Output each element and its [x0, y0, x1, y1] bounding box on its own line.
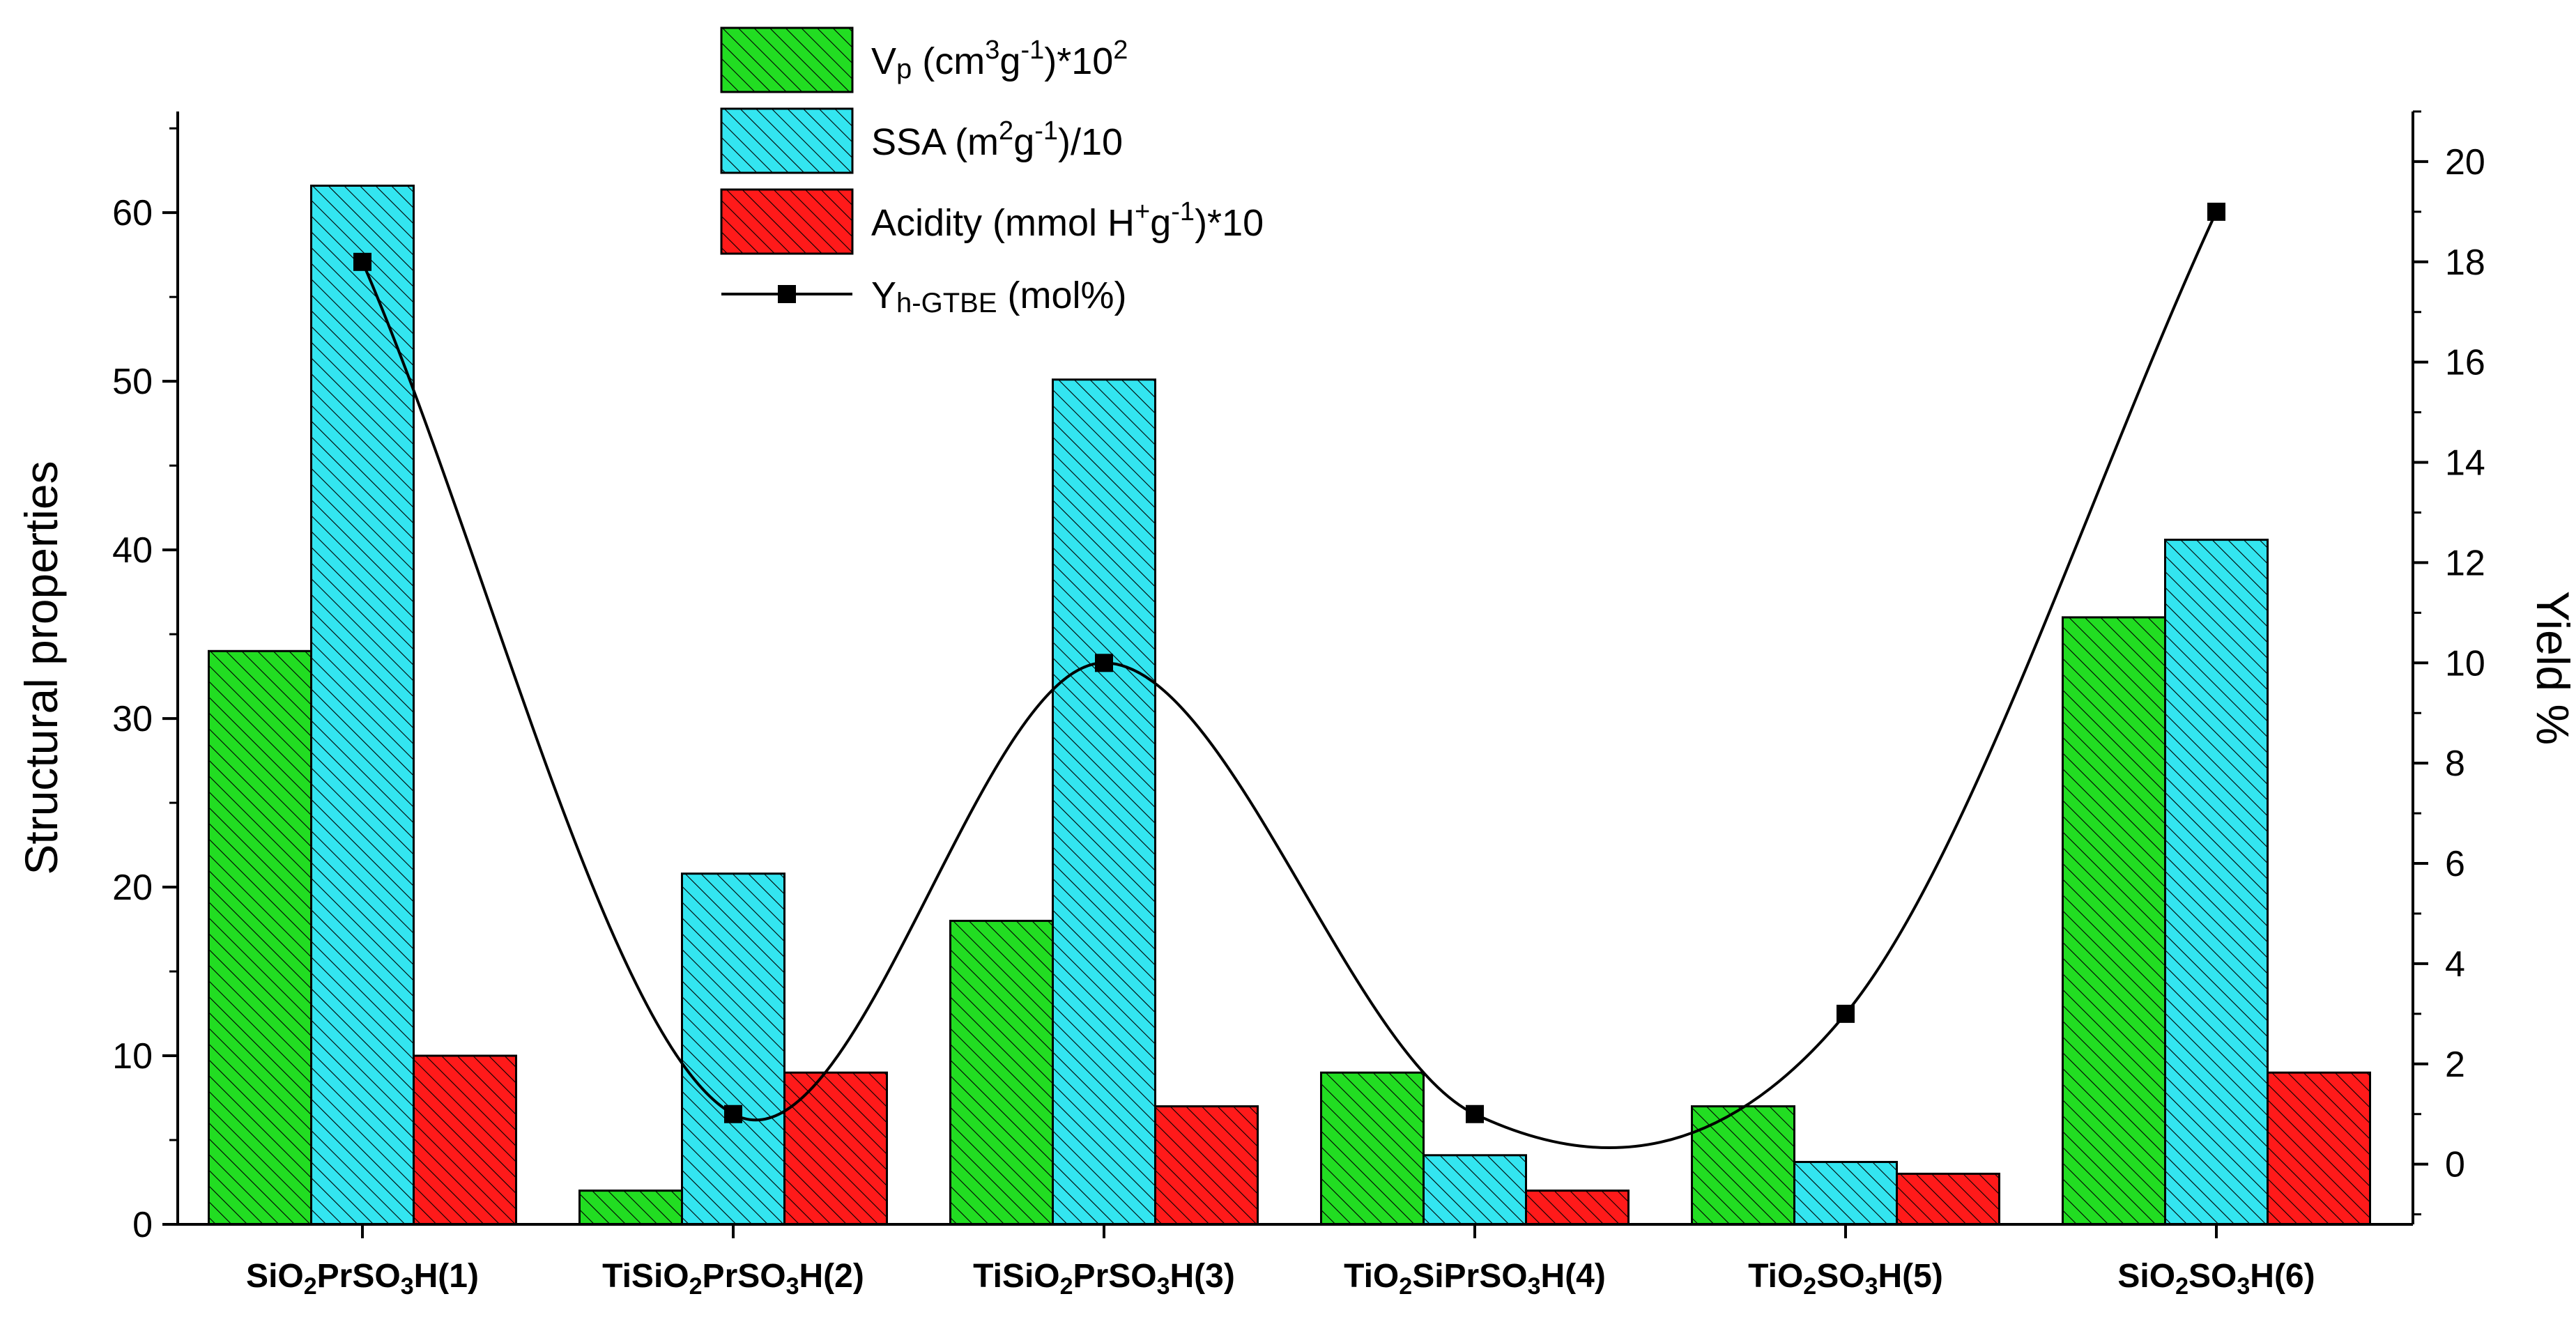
y-axis-title: Structural properties	[15, 461, 67, 875]
bar-ssa-1	[310, 184, 415, 1226]
left-tick-label: 40	[112, 530, 153, 571]
bar-acidity-3	[1154, 1105, 1259, 1226]
yield-point-4	[1466, 1104, 1484, 1123]
legend-entry-yield: Yh-GTBE (mol%)	[721, 275, 1127, 318]
left-tick-label: 30	[112, 699, 153, 739]
right-tick-label: 20	[2445, 142, 2485, 183]
bar-ssa-5	[1793, 1160, 1898, 1226]
legend-label: SSA (m2g-1)/10	[871, 116, 1123, 163]
legend-entry-vp: Vp (cm3g-1)*102	[720, 26, 1128, 93]
right-tick-label: 16	[2445, 343, 2485, 383]
bar-outline	[1154, 1105, 1259, 1226]
bar-outline	[2164, 539, 2269, 1226]
bar-vp-3	[949, 919, 1054, 1226]
y2-axis-title: Yield %	[2527, 591, 2576, 745]
bar-outline	[413, 1054, 517, 1226]
bar-outline	[578, 1190, 683, 1226]
category-label-4: TiO2SiPrSO3H(4)	[1344, 1258, 1606, 1300]
legend-swatch	[720, 107, 854, 174]
right-tick-label: 6	[2445, 844, 2465, 884]
yield-point-5	[1837, 1004, 1855, 1023]
bar-vp-4	[1320, 1071, 1425, 1226]
bar-outline	[949, 919, 1054, 1226]
bar-outline	[1320, 1071, 1425, 1226]
bar-outline	[1793, 1160, 1898, 1226]
bar-outline	[1423, 1154, 1527, 1226]
bar-vp-5	[1691, 1105, 1795, 1226]
left-tick-label: 0	[132, 1205, 153, 1245]
bar-outline	[1691, 1105, 1795, 1226]
left-tick-label: 50	[112, 362, 153, 402]
category-label-5: TiO2SO3H(5)	[1748, 1258, 1943, 1300]
right-tick-label: 12	[2445, 543, 2485, 583]
yield-line	[361, 211, 2218, 1149]
right-tick-label: 14	[2445, 443, 2485, 484]
right-tick-label: 0	[2445, 1145, 2465, 1185]
bar-outline	[310, 184, 415, 1226]
legend-label: Yh-GTBE (mol%)	[871, 275, 1127, 318]
plot-area	[208, 184, 2371, 1226]
legend-swatch	[720, 188, 854, 255]
bar-outline	[783, 1071, 888, 1226]
legend-entry-ssa: SSA (m2g-1)/10	[720, 107, 1123, 174]
bar-outline	[1525, 1190, 1630, 1226]
bar-ssa-3	[1052, 378, 1156, 1226]
legend-label: Vp (cm3g-1)*102	[871, 36, 1128, 84]
legend-entry-acidity: Acidity (mmol H+g-1)*10	[720, 188, 1264, 255]
bar-outline	[1896, 1172, 2000, 1226]
bar-vp-1	[208, 649, 312, 1226]
yield-point-2	[724, 1104, 742, 1123]
axes: 0 10 20 30 40 50 60 0 2 4 6 8 10 12 14 16 18 20 SiO2PrSO3H…	[15, 110, 2576, 1300]
left-tick-label: 10	[112, 1036, 153, 1077]
bar-acidity-2	[783, 1071, 888, 1226]
right-tick-label: 8	[2445, 744, 2465, 784]
yield-point-3	[1095, 654, 1113, 672]
bar-outline	[208, 649, 312, 1226]
bar-vp-6	[2062, 616, 2166, 1226]
right-tick-label: 10	[2445, 643, 2485, 684]
yield-point-6	[2207, 202, 2225, 221]
legend-marker	[778, 285, 796, 303]
bar-ssa-4	[1423, 1154, 1527, 1226]
category-label-1: SiO2PrSO3H(1)	[246, 1258, 479, 1300]
bar-acidity-1	[413, 1054, 517, 1226]
bar-outline	[681, 872, 785, 1226]
left-tick-label: 20	[112, 868, 153, 908]
category-label-3: TiSiO2PrSO3H(3)	[973, 1258, 1235, 1300]
bar-ssa-6	[2164, 539, 2269, 1226]
yield-point-1	[353, 252, 371, 271]
bar-vp-2	[578, 1190, 683, 1226]
right-tick-label: 4	[2445, 944, 2465, 985]
legend-label: Acidity (mmol H+g-1)*10	[871, 197, 1264, 244]
bar-acidity-6	[2267, 1071, 2371, 1226]
legend: Vp (cm3g-1)*102 SSA (m2g-1)/10 Acidity (mm…	[720, 26, 1264, 318]
right-tick-label: 2	[2445, 1045, 2465, 1085]
category-label-6: SiO2SO3H(6)	[2117, 1258, 2315, 1300]
legend-swatch	[720, 26, 854, 93]
bar-outline	[1052, 378, 1156, 1226]
category-label-2: TiSiO2PrSO3H(2)	[602, 1258, 864, 1300]
left-tick-label: 60	[112, 193, 153, 233]
bar-outline	[2062, 616, 2166, 1226]
right-tick-label: 18	[2445, 243, 2485, 283]
bar-acidity-4	[1525, 1190, 1630, 1226]
bar-outline	[2267, 1071, 2371, 1226]
bar-ssa-2	[681, 872, 785, 1226]
bar-acidity-5	[1896, 1172, 2000, 1226]
